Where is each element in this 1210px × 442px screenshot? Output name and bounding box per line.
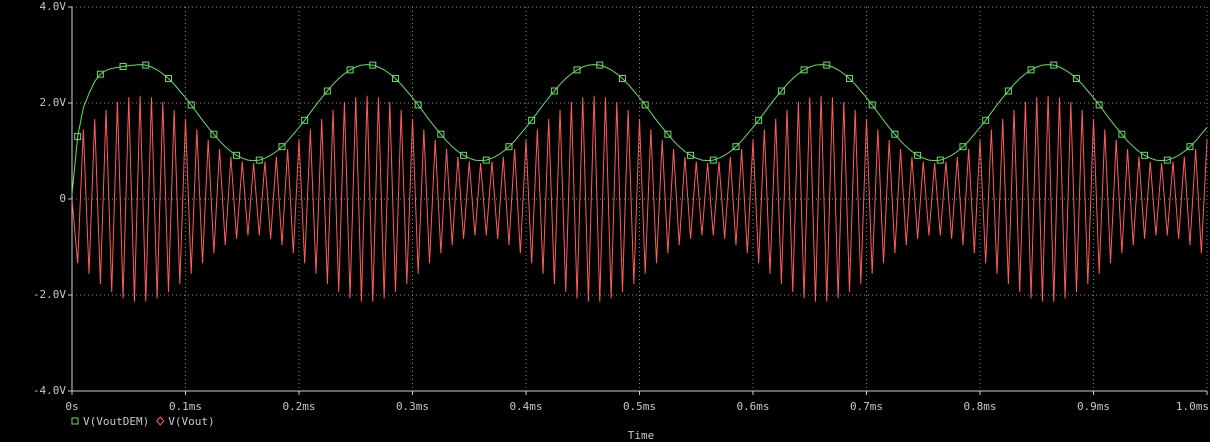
x-tick-label: 0.5ms bbox=[623, 400, 656, 413]
y-tick-label: 0 bbox=[59, 192, 66, 205]
y-tick-label: -2.0V bbox=[33, 288, 66, 301]
point-marker bbox=[346, 66, 354, 74]
point-marker bbox=[641, 101, 649, 109]
y-tick-label: 4.0V bbox=[40, 0, 67, 13]
point-marker bbox=[1050, 61, 1058, 69]
point-marker bbox=[709, 156, 717, 164]
series-line bbox=[71, 95, 1208, 302]
point-marker bbox=[1004, 87, 1012, 95]
x-axis-label: Time bbox=[628, 429, 655, 442]
point-marker bbox=[74, 133, 82, 141]
point-marker bbox=[1027, 66, 1035, 74]
series-line bbox=[71, 64, 1208, 195]
x-tick-label: 0s bbox=[65, 400, 78, 413]
point-marker bbox=[1186, 143, 1194, 151]
x-tick-label: 0.9ms bbox=[1077, 400, 1110, 413]
point-marker bbox=[323, 87, 331, 95]
y-tick-label: -4.0V bbox=[33, 384, 66, 397]
point-marker bbox=[164, 75, 172, 83]
point-marker bbox=[187, 101, 195, 109]
point-marker bbox=[301, 116, 309, 124]
y-tick-label: 2.0V bbox=[40, 96, 67, 109]
x-tick-label: 0.3ms bbox=[396, 400, 429, 413]
point-marker bbox=[732, 143, 740, 151]
point-marker bbox=[96, 70, 104, 78]
point-marker bbox=[891, 130, 899, 138]
point-marker bbox=[414, 101, 422, 109]
point-marker bbox=[1072, 75, 1080, 83]
point-marker bbox=[868, 101, 876, 109]
point-marker bbox=[936, 156, 944, 164]
point-marker bbox=[255, 156, 263, 164]
point-marker bbox=[391, 75, 399, 83]
point-marker bbox=[687, 151, 695, 159]
point-marker bbox=[573, 66, 581, 74]
point-marker bbox=[142, 61, 150, 69]
point-marker bbox=[528, 116, 536, 124]
legend-swatch bbox=[71, 417, 79, 425]
point-marker bbox=[278, 143, 286, 151]
point-marker bbox=[755, 116, 763, 124]
x-tick-label: 0.4ms bbox=[509, 400, 542, 413]
point-marker bbox=[460, 151, 468, 159]
x-tick-label: 0.1ms bbox=[169, 400, 202, 413]
point-marker bbox=[800, 66, 808, 74]
point-marker bbox=[119, 63, 127, 71]
point-marker bbox=[596, 61, 604, 69]
point-marker bbox=[914, 151, 922, 159]
legend-item: V(VoutDEM) bbox=[71, 415, 149, 428]
legend-label: V(VoutDEM) bbox=[83, 415, 149, 428]
x-tick-label: 0.7ms bbox=[850, 400, 883, 413]
point-marker bbox=[233, 151, 241, 159]
point-marker bbox=[550, 87, 558, 95]
x-tick-label: 0.6ms bbox=[736, 400, 769, 413]
legend-item: V(Vout) bbox=[156, 415, 215, 428]
point-marker bbox=[210, 130, 218, 138]
legend-label: V(Vout) bbox=[168, 415, 214, 428]
point-marker bbox=[664, 130, 672, 138]
x-tick-label: 1.0ms bbox=[1176, 400, 1209, 413]
point-marker bbox=[982, 116, 990, 124]
point-marker bbox=[505, 143, 513, 151]
point-marker bbox=[369, 61, 377, 69]
x-tick-label: 0.2ms bbox=[282, 400, 315, 413]
point-marker bbox=[1118, 130, 1126, 138]
point-marker bbox=[959, 143, 967, 151]
point-marker bbox=[618, 75, 626, 83]
point-marker bbox=[823, 61, 831, 69]
point-marker bbox=[845, 75, 853, 83]
x-tick-label: 0.8ms bbox=[963, 400, 996, 413]
point-marker bbox=[1163, 156, 1171, 164]
point-marker bbox=[777, 87, 785, 95]
point-marker bbox=[1141, 151, 1149, 159]
point-marker bbox=[1095, 101, 1103, 109]
point-marker bbox=[437, 130, 445, 138]
legend-swatch bbox=[156, 416, 165, 426]
point-marker bbox=[482, 156, 490, 164]
